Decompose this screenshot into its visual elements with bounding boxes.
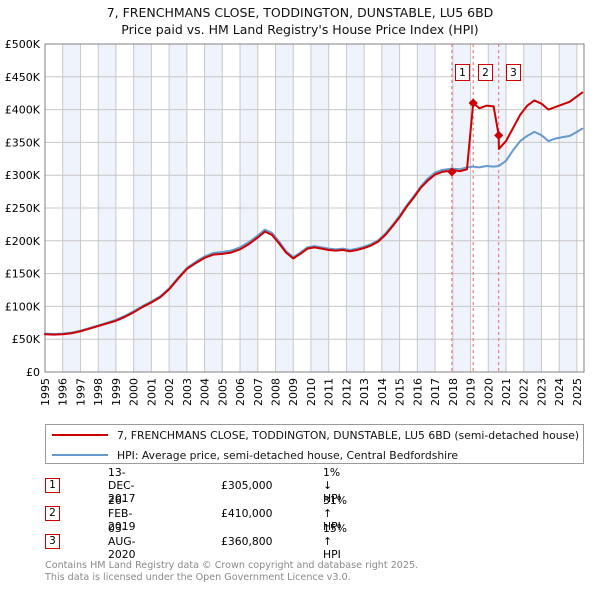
transaction-date: 13-DEC-2017 xyxy=(108,465,136,505)
transaction-date: 03-AUG-2020 xyxy=(108,521,136,561)
svg-text:£500K: £500K xyxy=(5,38,41,51)
svg-text:2018: 2018 xyxy=(447,378,460,406)
title-line-1: 7, FRENCHMANS CLOSE, TODDINGTON, DUNSTAB… xyxy=(106,5,494,20)
svg-text:2007: 2007 xyxy=(252,378,265,406)
svg-text:2024: 2024 xyxy=(553,378,566,406)
svg-text:£350K: £350K xyxy=(5,136,41,149)
svg-text:2000: 2000 xyxy=(128,378,141,406)
footer-line-1: Contains HM Land Registry data © Crown c… xyxy=(45,560,419,571)
transaction-hpi-delta: 15% ↑ HPI xyxy=(323,521,347,561)
footer-line-2: This data is licensed under the Open Gov… xyxy=(45,571,351,583)
svg-text:2022: 2022 xyxy=(518,378,531,406)
svg-text:2011: 2011 xyxy=(323,378,336,406)
transaction-hpi-delta: 1% ↓ HPI xyxy=(323,465,341,505)
transaction-price: £360,800 xyxy=(221,534,273,548)
chart-legend: 7, FRENCHMANS CLOSE, TODDINGTON, DUNSTAB… xyxy=(45,424,584,464)
svg-text:£400K: £400K xyxy=(5,104,41,117)
legend-item-price: 7, FRENCHMANS CLOSE, TODDINGTON, DUNSTAB… xyxy=(46,425,583,445)
svg-text:2017: 2017 xyxy=(429,378,442,406)
svg-text:£0: £0 xyxy=(26,366,40,379)
svg-text:2006: 2006 xyxy=(234,378,247,406)
svg-text:£50K: £50K xyxy=(12,333,41,346)
price-history-chart: £0 £50K £100K £150K £200K £250K £300K £350K £400… xyxy=(5,38,585,406)
svg-text:2004: 2004 xyxy=(199,378,212,406)
svg-text:2010: 2010 xyxy=(305,378,318,406)
svg-text:£300K: £300K xyxy=(5,169,41,182)
svg-text:2015: 2015 xyxy=(394,378,407,406)
transaction-row[interactable]: 3 03-AUG-2020 £360,800 15% ↑ HPI xyxy=(45,522,347,561)
legend-item-hpi: HPI: Average price, semi-detached house,… xyxy=(46,445,583,465)
chart-marker-badge-2: 2 xyxy=(478,64,493,81)
svg-text:2008: 2008 xyxy=(269,378,282,406)
transaction-badge: 3 xyxy=(45,533,60,549)
transaction-badge: 1 xyxy=(45,477,60,493)
svg-text:2001: 2001 xyxy=(145,378,158,406)
svg-text:2025: 2025 xyxy=(571,378,584,406)
chart-marker-badge-1: 1 xyxy=(455,64,470,81)
svg-text:2014: 2014 xyxy=(376,378,389,406)
svg-text:2020: 2020 xyxy=(482,378,495,406)
transaction-badge: 2 xyxy=(45,505,60,521)
legend-swatch-hpi xyxy=(52,454,108,456)
legend-swatch-price xyxy=(52,434,108,436)
svg-text:2016: 2016 xyxy=(411,378,424,406)
svg-text:1997: 1997 xyxy=(74,378,87,406)
svg-text:2023: 2023 xyxy=(535,378,548,406)
svg-text:2009: 2009 xyxy=(287,378,300,406)
legend-label-price: 7, FRENCHMANS CLOSE, TODDINGTON, DUNSTAB… xyxy=(117,428,580,442)
svg-text:2021: 2021 xyxy=(500,378,513,406)
svg-text:2019: 2019 xyxy=(465,378,478,406)
page-title: 7, FRENCHMANS CLOSE, TODDINGTON, DUNSTAB… xyxy=(0,4,600,38)
svg-text:£100K: £100K xyxy=(5,300,41,313)
svg-text:1996: 1996 xyxy=(57,378,70,406)
footer-attribution: Contains HM Land Registry data © Crown c… xyxy=(45,560,585,583)
legend-label-hpi: HPI: Average price, semi-detached house,… xyxy=(117,448,459,462)
transaction-price: £305,000 xyxy=(221,478,273,492)
svg-text:£150K: £150K xyxy=(5,268,41,281)
svg-text:1995: 1995 xyxy=(39,378,52,406)
svg-text:2013: 2013 xyxy=(358,378,371,406)
svg-text:£250K: £250K xyxy=(5,202,41,215)
svg-text:£450K: £450K xyxy=(5,71,41,84)
svg-text:2003: 2003 xyxy=(181,378,194,406)
transaction-date: 26-FEB-2019 xyxy=(108,493,136,533)
svg-text:£200K: £200K xyxy=(5,235,41,248)
chart-marker-badge-3: 3 xyxy=(506,64,521,81)
svg-text:1998: 1998 xyxy=(92,378,105,406)
transaction-row[interactable]: 2 26-FEB-2019 £410,000 31% ↑ HPI xyxy=(45,494,347,533)
svg-text:2005: 2005 xyxy=(216,378,229,406)
transaction-hpi-delta: 31% ↑ HPI xyxy=(323,493,347,533)
transaction-row[interactable]: 1 13-DEC-2017 £305,000 1% ↓ HPI xyxy=(45,466,341,505)
svg-text:2012: 2012 xyxy=(340,378,353,406)
transaction-price: £410,000 xyxy=(221,506,273,520)
svg-text:2002: 2002 xyxy=(163,378,176,406)
title-line-2: Price paid vs. HM Land Registry's House … xyxy=(121,22,479,37)
svg-text:1999: 1999 xyxy=(110,378,123,406)
